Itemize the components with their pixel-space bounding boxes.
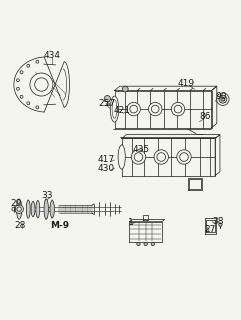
- Ellipse shape: [112, 100, 117, 118]
- Ellipse shape: [17, 199, 22, 219]
- Text: M-9: M-9: [50, 221, 69, 230]
- Text: 430: 430: [98, 164, 115, 173]
- Circle shape: [171, 102, 185, 116]
- Circle shape: [104, 96, 110, 102]
- Circle shape: [177, 150, 191, 164]
- Text: 434: 434: [44, 51, 61, 60]
- Text: 435: 435: [132, 145, 149, 154]
- Circle shape: [30, 73, 53, 96]
- Ellipse shape: [118, 145, 125, 169]
- Ellipse shape: [217, 93, 229, 105]
- Ellipse shape: [31, 202, 35, 217]
- Text: 29: 29: [10, 199, 21, 208]
- Text: 33: 33: [42, 191, 53, 200]
- Circle shape: [219, 223, 222, 226]
- Circle shape: [134, 153, 143, 161]
- Text: 28: 28: [15, 221, 26, 230]
- Circle shape: [127, 102, 141, 116]
- Text: 419: 419: [178, 79, 195, 88]
- Text: 417: 417: [98, 156, 115, 164]
- Circle shape: [180, 153, 188, 161]
- Text: 38: 38: [212, 217, 223, 226]
- Ellipse shape: [50, 201, 54, 218]
- Circle shape: [157, 153, 166, 161]
- Ellipse shape: [221, 97, 225, 101]
- Circle shape: [15, 205, 23, 213]
- Ellipse shape: [110, 96, 119, 122]
- Ellipse shape: [44, 199, 48, 219]
- Circle shape: [174, 105, 182, 113]
- Circle shape: [35, 78, 48, 91]
- Text: 1: 1: [128, 218, 134, 227]
- Text: 421: 421: [113, 106, 130, 116]
- Circle shape: [130, 105, 138, 113]
- Text: 90: 90: [215, 92, 227, 101]
- Text: 257: 257: [99, 99, 116, 108]
- Circle shape: [17, 207, 21, 211]
- Ellipse shape: [36, 201, 40, 218]
- Circle shape: [151, 242, 154, 246]
- Circle shape: [137, 242, 140, 246]
- Circle shape: [122, 86, 128, 92]
- Ellipse shape: [219, 95, 227, 103]
- Circle shape: [144, 242, 147, 246]
- Circle shape: [151, 105, 159, 113]
- Ellipse shape: [26, 200, 30, 218]
- Text: 86: 86: [200, 112, 211, 121]
- Circle shape: [154, 150, 168, 164]
- Circle shape: [148, 102, 162, 116]
- Circle shape: [131, 150, 146, 164]
- Text: 27: 27: [205, 225, 216, 234]
